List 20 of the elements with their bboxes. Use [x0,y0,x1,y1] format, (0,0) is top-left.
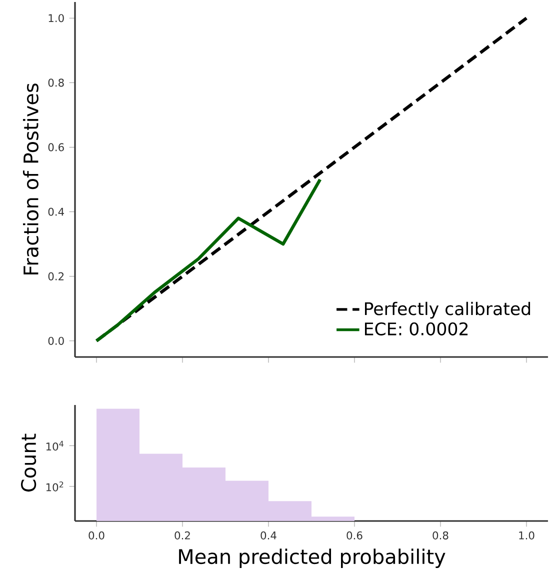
x-tick-label: 0.0 [88,531,104,540]
x-tick-label: 0.4 [260,531,276,540]
y-tick-label: 1.0 [48,14,64,22]
y-axis-title: Fraction of Postives [23,84,38,274]
y-tick-label: 0.2 [48,272,64,280]
legend-label: Perfectly calibrated [364,302,530,319]
legend-label: ECE: 0.0002 [364,322,468,336]
x-axis-title: Mean predicted probability [179,548,446,568]
y-tick-label: 0.4 [48,208,64,216]
x-tick-label: 1.0 [519,531,534,540]
y-tick-label: 0.8 [48,78,64,87]
x-tick-label: 0.8 [432,531,448,540]
x-tick-label: 0.6 [346,531,362,540]
x-tick-label: 0.2 [174,531,190,540]
y-tick-label: 0.6 [48,143,64,152]
line-series [94,178,322,342]
y-tick-label: 10$^{2}$ [46,481,64,492]
y-axis-title: Count [20,434,36,492]
y-tick-label: 10$^{4}$ [46,440,64,451]
y-tick-label: 0.0 [48,336,64,345]
